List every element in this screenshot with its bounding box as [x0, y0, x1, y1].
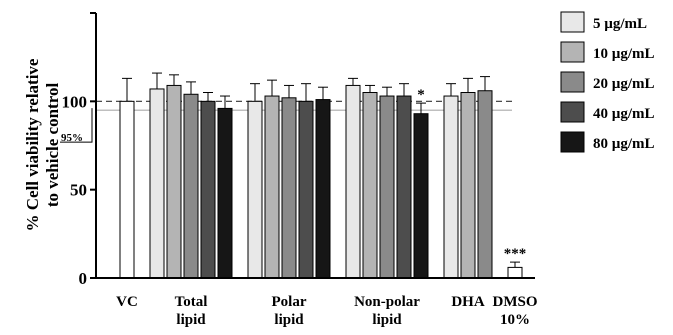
bar-group-1-bar-3 — [200, 92, 216, 279]
legend-item-3: 40 µg/mL — [560, 101, 655, 123]
bar-group-4-bar-1 — [460, 77, 476, 279]
bar-group-3-bar-1 — [362, 84, 378, 279]
y-axis-label-line1: % Cell viability relative — [23, 58, 42, 231]
bar — [149, 88, 165, 279]
legend-item-0: 5 µg/mL — [560, 11, 647, 33]
bar-group-2-bar-1 — [264, 79, 280, 279]
reference-bracket — [60, 108, 93, 143]
category-label-1-line-1: lipid — [176, 312, 206, 328]
y-tick-label-0: 0 — [79, 269, 88, 288]
y-axis-label: % Cell viability relative to vehicle con… — [23, 58, 62, 231]
bar-group-3-bar-4: * — [413, 87, 429, 279]
category-label-0-line-0: VC — [116, 294, 138, 310]
bar — [183, 93, 199, 279]
bar-group-1-bar-2 — [183, 81, 199, 279]
legend-label: 40 µg/mL — [593, 106, 655, 122]
bar — [396, 95, 412, 279]
category-label-2-line-0: Polar — [272, 294, 307, 310]
bar-group-2-bar-0 — [247, 83, 263, 279]
bar-group-3-bar-3 — [396, 83, 412, 279]
bar — [217, 107, 233, 279]
category-label-5-line-1: 10% — [500, 312, 530, 328]
category-label-2-line-1: lipid — [274, 312, 304, 328]
legend: 5 µg/mL 10 µg/mL 20 µg/mL 40 µg/mL 80 µg/mL — [560, 11, 655, 153]
bar-group-3-bar-0 — [345, 77, 361, 279]
legend-label: 80 µg/mL — [593, 136, 655, 152]
bar-group-1-bar-0 — [149, 72, 165, 279]
bar — [166, 84, 182, 279]
legend-item-2: 20 µg/mL — [560, 71, 655, 93]
category-label-5-line-0: DMSO — [493, 294, 538, 310]
bar-group-3-bar-2 — [379, 86, 395, 279]
category-label-3-line-1: lipid — [372, 312, 402, 328]
category-label-1-line-0: Total — [175, 294, 208, 310]
legend-swatch — [560, 41, 585, 63]
reference-line-label: 95% — [61, 132, 83, 144]
legend-swatch — [560, 11, 585, 33]
bar — [264, 95, 280, 279]
bar — [477, 90, 493, 279]
bar-group-2-bar-3 — [298, 83, 314, 279]
bar — [413, 113, 429, 279]
bar — [345, 84, 361, 279]
axes: 0 50 100 — [62, 12, 535, 288]
bars: **** — [119, 72, 527, 279]
y-tick-label-100: 100 — [62, 92, 88, 111]
bar — [460, 92, 476, 279]
y-axis-label-line2: to vehicle control — [43, 83, 62, 208]
bar — [281, 97, 297, 279]
bar — [379, 95, 395, 279]
bar-group-1-bar-1 — [166, 74, 182, 279]
category-label-4-line-0: DHA — [451, 294, 485, 310]
category-label-3-line-0: Non-polar — [354, 294, 420, 310]
legend-item-1: 10 µg/mL — [560, 41, 655, 63]
bar-group-0-bar-0 — [119, 77, 135, 279]
significance-marker: *** — [504, 246, 527, 262]
bar-group-2-bar-2 — [281, 84, 297, 279]
category-labels: VC Total lipid Polar lipid Non-polar lipid DHA D… — [116, 294, 537, 328]
legend-swatch — [560, 101, 585, 123]
bar-group-4-bar-2 — [477, 76, 493, 279]
legend-label: 20 µg/mL — [593, 76, 655, 92]
legend-label: 5 µg/mL — [593, 16, 647, 32]
bar — [247, 100, 263, 279]
bar — [298, 100, 314, 279]
bar — [443, 95, 459, 279]
bar — [362, 92, 378, 279]
bar-group-2-bar-4 — [315, 86, 331, 279]
bar-group-5-bar-0: *** — [504, 246, 527, 279]
bar — [315, 99, 331, 279]
legend-label: 10 µg/mL — [593, 46, 655, 62]
bar — [119, 100, 135, 279]
bar — [507, 266, 523, 279]
bar — [200, 100, 216, 279]
bar-group-1-bar-4 — [217, 95, 233, 279]
legend-swatch — [560, 71, 585, 93]
legend-swatch — [560, 131, 585, 153]
legend-item-4: 80 µg/mL — [560, 131, 655, 153]
bar-group-4-bar-0 — [443, 83, 459, 279]
y-tick-label-50: 50 — [70, 181, 87, 200]
significance-marker: * — [417, 87, 425, 103]
